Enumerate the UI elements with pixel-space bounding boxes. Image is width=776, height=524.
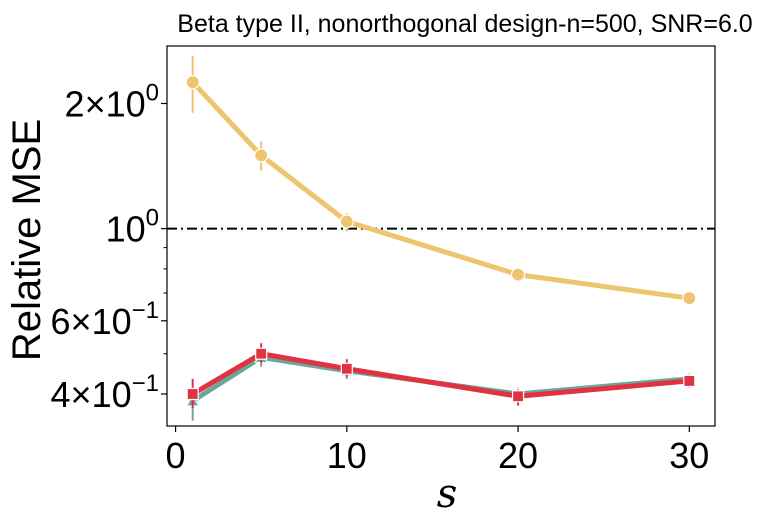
x-axis-label: s: [437, 471, 458, 517]
data-point: [682, 291, 697, 306]
data-point: [511, 390, 525, 403]
x-tick-label: 20: [498, 435, 538, 476]
x-tick-label: 10: [327, 435, 367, 476]
data-point: [254, 148, 269, 163]
yellow-series: [185, 56, 697, 306]
y-axis-label: Relative MSE: [5, 119, 49, 361]
data-point: [185, 75, 200, 90]
series-line: [190, 79, 692, 301]
series-line: [190, 354, 692, 404]
plot-frame: [166, 45, 716, 427]
y-tick-label: 2×100: [65, 79, 159, 124]
data-point: [186, 387, 199, 401]
red-series: [186, 343, 696, 409]
y-tick-label: 6×10−1: [51, 297, 159, 342]
x-tick-label: 30: [669, 435, 709, 476]
data-point: [255, 347, 268, 360]
y-tick-label: 100: [106, 205, 159, 250]
chart-title: Beta type II, nonorthogonal design-n=500…: [177, 10, 752, 38]
data-point: [339, 214, 354, 229]
axis-layer: 0 10 20 30 2×100 100 6×10−1 4×10−1: [51, 79, 710, 476]
y-tick-label: 4×10−1: [51, 370, 159, 415]
x-tick-label: 0: [166, 435, 186, 476]
data-point: [340, 362, 353, 375]
data-point: [510, 267, 526, 282]
data-point: [683, 374, 696, 388]
series-layer: [185, 56, 697, 421]
